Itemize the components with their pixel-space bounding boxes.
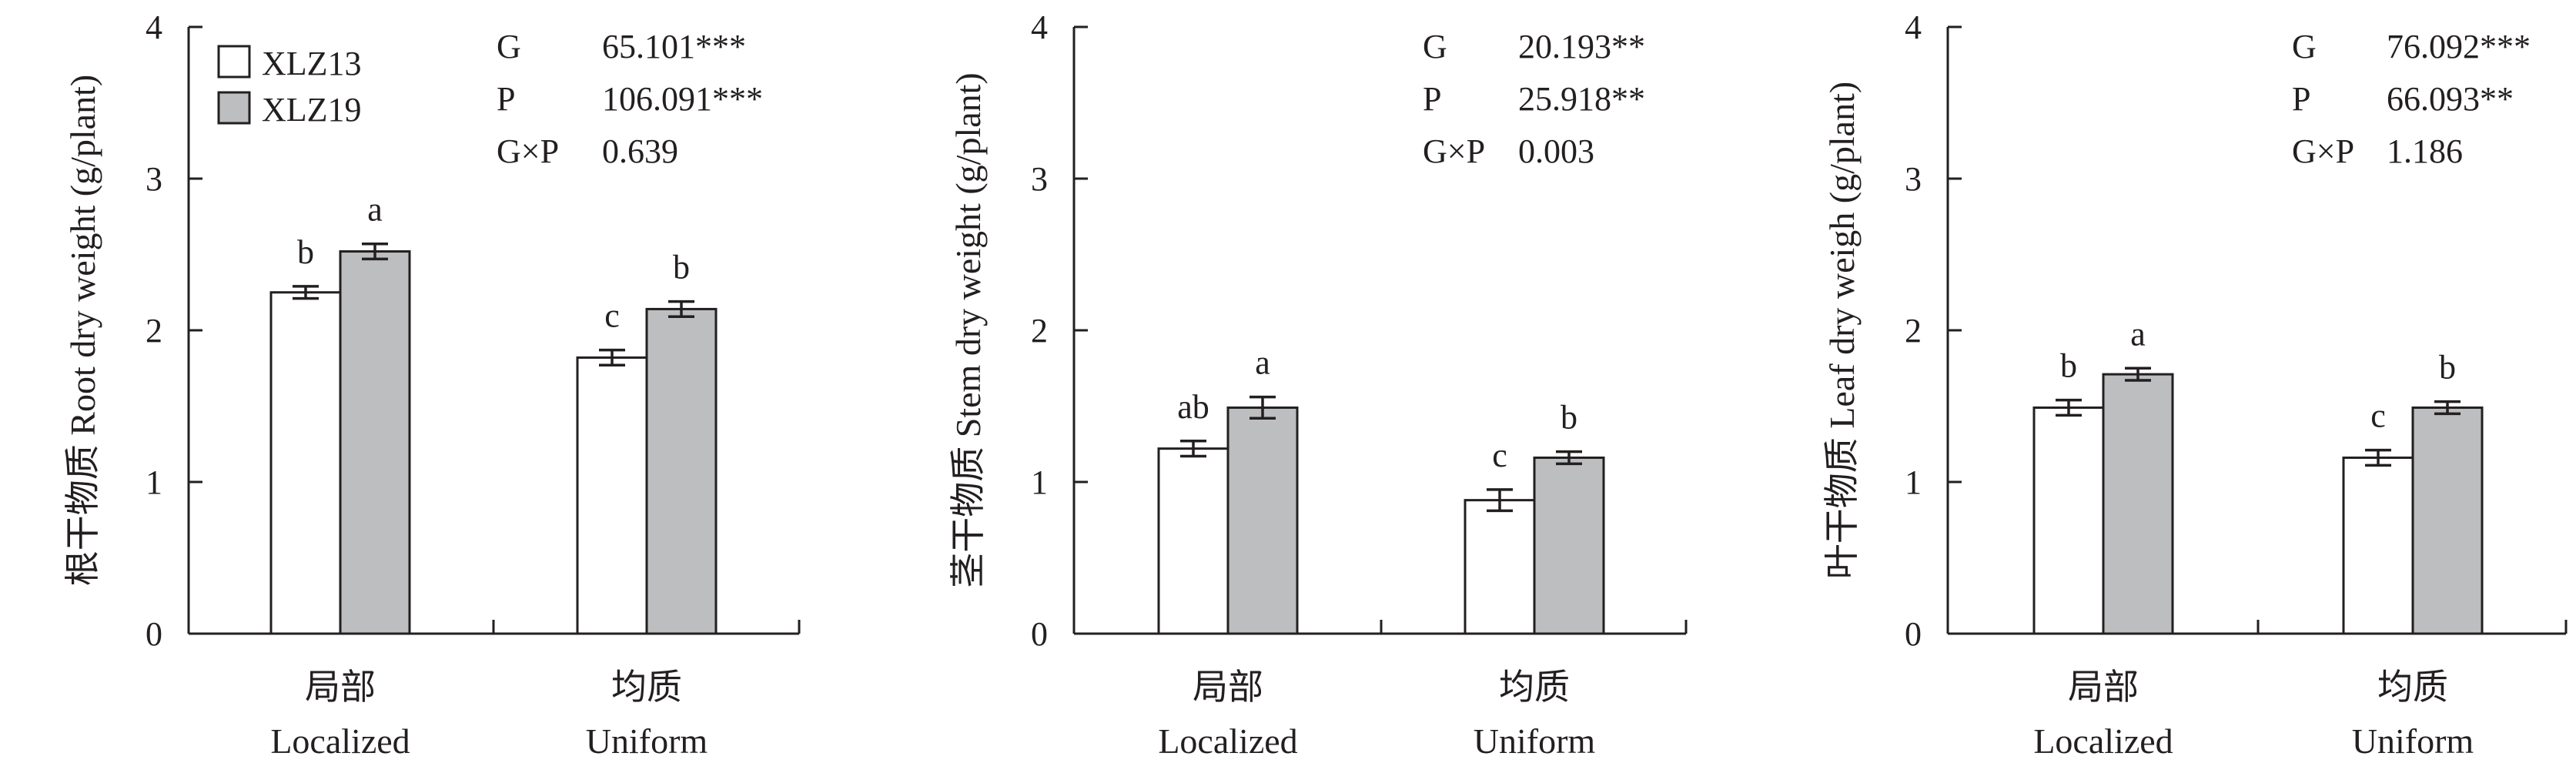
y-tick-label: 3: [1031, 160, 1048, 198]
chart-panel-3: 0 1 2 3 4 叶干物质 Leaf dry weigh (g/plant) 局部 Loca…: [1822, 8, 2568, 761]
bar-xlz13: [1464, 499, 1536, 635]
legend-label-xlz13: XLZ13: [262, 45, 362, 82]
stats-value: 106.091***: [602, 80, 763, 118]
category-label-cn: 均质: [611, 668, 682, 707]
y-tick-label: 1: [1905, 463, 1922, 501]
significance-letter: a: [2130, 315, 2146, 353]
bar-xlz13: [2342, 456, 2414, 635]
stats-term: G×P: [497, 132, 559, 170]
significance-letter: b: [2439, 349, 2456, 386]
category-label-en: Localized: [2033, 721, 2173, 761]
significance-letter: c: [2370, 397, 2386, 435]
stats-value: 25.918**: [1518, 80, 1645, 118]
bar-xlz19: [339, 250, 411, 635]
significance-letter: ab: [1177, 388, 1209, 426]
stats-term: G×P: [2292, 132, 2354, 170]
stats-term: P: [2292, 80, 2310, 118]
bar-xlz19: [1226, 406, 1299, 635]
significance-letter: b: [297, 233, 314, 271]
significance-letter: b: [1561, 399, 1577, 437]
y-axis-label: 叶干物质 Leaf dry weigh (g/plant): [1822, 82, 1862, 579]
category-label-cn: 局部: [1193, 668, 1263, 707]
y-tick-label: 2: [1905, 312, 1922, 350]
y-tick-label: 0: [1905, 615, 1922, 653]
y-axis-label: 根干物质 Root dry weight (g/plant): [63, 75, 102, 586]
y-tick-label: 0: [1031, 615, 1048, 653]
category-label-en: Uniform: [586, 721, 708, 761]
y-tick-label: 1: [1031, 463, 1048, 501]
bar-xlz13: [1157, 447, 1229, 635]
y-tick-label: 2: [1031, 312, 1048, 350]
stats-term: G: [2292, 28, 2317, 65]
category-label-en: Uniform: [2352, 721, 2474, 761]
stats-term: P: [497, 80, 515, 118]
category-label-cn: 局部: [305, 668, 376, 707]
bar-xlz19: [1533, 456, 1605, 635]
bar-xlz13: [269, 291, 342, 635]
stats-value: 1.186: [2387, 132, 2463, 170]
y-tick-label: 3: [1905, 160, 1922, 198]
bar-xlz19: [645, 307, 718, 635]
significance-letter: b: [2060, 347, 2077, 385]
significance-letter: b: [673, 249, 690, 286]
stats-term: P: [1423, 80, 1441, 118]
bar-xlz13: [2032, 406, 2105, 635]
y-tick-label: 3: [146, 160, 162, 198]
bar-xlz19: [2102, 373, 2174, 635]
stats-term: G: [1423, 28, 1447, 65]
y-tick-label: 4: [146, 8, 162, 46]
y-axis-label: 茎干物质 Stem dry weight (g/plant): [948, 72, 988, 587]
significance-letter: a: [367, 191, 383, 229]
category-label-cn: 均质: [1499, 668, 1570, 707]
category-label-en: Uniform: [1474, 721, 1596, 761]
legend-swatch-xlz19: [217, 91, 251, 125]
chart-panel-1: 0 1 2 3 4 根干物质 Root dry weight (g/plant) 局部 Loc…: [63, 8, 801, 761]
significance-letter: c: [1492, 437, 1507, 474]
legend-label-xlz19: XLZ19: [262, 91, 362, 129]
legend-swatch-xlz13: [217, 45, 251, 79]
y-tick-label: 4: [1905, 8, 1922, 46]
stats-value: 20.193**: [1518, 28, 1645, 65]
y-tick-label: 0: [146, 615, 162, 653]
y-tick-label: 2: [146, 312, 162, 350]
significance-letter: c: [604, 297, 620, 335]
category-label-en: Localized: [1158, 721, 1297, 761]
bar-xlz13: [576, 356, 648, 635]
chart-panel-2: 0 1 2 3 4 茎干物质 Stem dry weight (g/plant) 局部 Loc…: [948, 8, 1688, 761]
significance-letter: a: [1255, 344, 1270, 382]
legend: XLZ13 XLZ19: [217, 45, 362, 129]
y-tick-label: 1: [146, 463, 162, 501]
stats-value: 76.092***: [2387, 28, 2531, 65]
category-label-cn: 均质: [2377, 668, 2448, 707]
stats-value: 66.093**: [2387, 80, 2514, 118]
category-label-en: Localized: [270, 721, 410, 761]
stats-term: G: [497, 28, 521, 65]
stats-value: 0.003: [1518, 132, 1594, 170]
stats-term: G×P: [1423, 132, 1485, 170]
stats-value: 65.101***: [602, 28, 746, 65]
category-label-cn: 局部: [2068, 668, 2139, 707]
bar-xlz19: [2411, 406, 2484, 635]
stats-value: 0.639: [602, 132, 678, 170]
y-tick-label: 4: [1031, 8, 1048, 46]
